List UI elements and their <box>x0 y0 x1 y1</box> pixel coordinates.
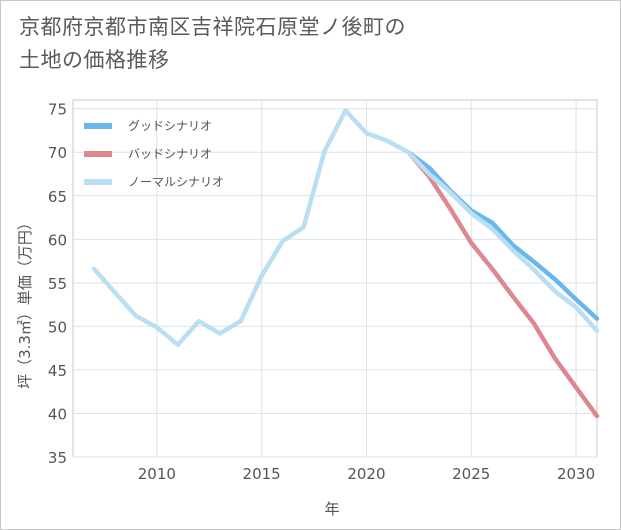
chart-title-line-2: 土地の価格推移 <box>19 48 170 72</box>
y-tick-label: 50 <box>48 318 67 336</box>
y-tick-label: 40 <box>48 405 67 423</box>
y-tick-label: 55 <box>48 275 67 293</box>
x-tick-label: 2010 <box>138 465 176 483</box>
x-tick-label: 2025 <box>452 465 490 483</box>
series-line-good <box>406 149 600 321</box>
y-tick-label: 60 <box>48 231 67 249</box>
axes: 35 40 45 50 55 60 65 70 75 2010 2015 2020 2025 2030 <box>48 101 595 483</box>
chart-title-line-1: 京都府京都市南区吉祥院石原堂ノ後町の <box>19 15 406 39</box>
series-line-normal <box>91 108 600 347</box>
legend-label-good: グッドシナリオ <box>128 119 212 133</box>
chart-title: 京都府京都市南区吉祥院石原堂ノ後町の 土地の価格推移 <box>19 11 579 77</box>
x-tick-label: 2015 <box>243 465 281 483</box>
y-tick-label: 65 <box>48 188 67 206</box>
y-tick-label: 70 <box>48 144 67 162</box>
x-tick-label: 2020 <box>347 465 385 483</box>
x-tick-label: 2030 <box>557 465 595 483</box>
y-tick-label: 45 <box>48 362 67 380</box>
legend-label-bad: バッドシナリオ <box>128 147 212 161</box>
series-line-bad <box>406 149 600 419</box>
y-tick-label: 35 <box>48 449 67 467</box>
series-lines <box>91 108 600 419</box>
legend-label-normal: ノーマルシナリオ <box>128 175 224 189</box>
y-tick-label: 75 <box>48 101 67 119</box>
x-axis-title: 年 <box>324 500 339 518</box>
y-axis-title: 坪（3.3㎡）単価（万円） <box>16 215 34 389</box>
